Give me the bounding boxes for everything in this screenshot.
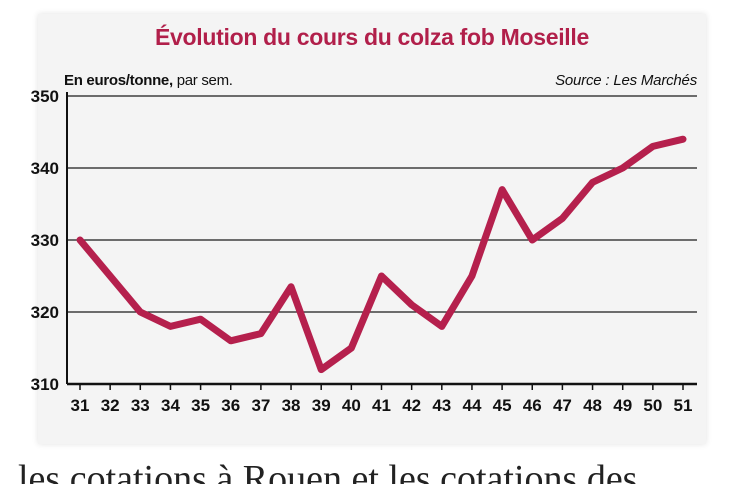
x-tick-label-48: 48 bbox=[583, 396, 602, 415]
data-point-43 bbox=[438, 323, 445, 330]
chart-title: Évolution du cours du colza fob Moseille bbox=[155, 24, 589, 50]
data-point-39 bbox=[318, 366, 325, 373]
x-tick-label-41: 41 bbox=[372, 396, 391, 415]
y-tick-label-330: 330 bbox=[31, 231, 59, 250]
x-tick-label-43: 43 bbox=[432, 396, 451, 415]
x-tick-label-47: 47 bbox=[553, 396, 572, 415]
data-point-42 bbox=[408, 301, 415, 308]
x-tick-label-35: 35 bbox=[191, 396, 210, 415]
x-tick-label-50: 50 bbox=[643, 396, 662, 415]
data-point-46 bbox=[529, 236, 536, 244]
x-tick-label-40: 40 bbox=[342, 396, 361, 415]
unit-label-rest: par sem. bbox=[172, 72, 233, 89]
data-point-37 bbox=[257, 330, 265, 337]
data-point-35 bbox=[197, 316, 204, 323]
x-tick-label-31: 31 bbox=[71, 396, 90, 415]
data-point-49 bbox=[619, 164, 626, 172]
chart-card bbox=[38, 14, 706, 444]
series-line-0 bbox=[76, 135, 687, 374]
caption-text: les cotations à Rouen et les cotations d… bbox=[18, 458, 638, 484]
x-tick-label-32: 32 bbox=[101, 396, 120, 415]
data-point-50 bbox=[649, 143, 657, 150]
x-tick-label-44: 44 bbox=[462, 396, 481, 415]
x-tick-label-49: 49 bbox=[613, 396, 632, 415]
x-tick-label-33: 33 bbox=[131, 396, 150, 415]
x-tick-label-39: 39 bbox=[312, 396, 331, 415]
x-tick-label-34: 34 bbox=[161, 396, 180, 415]
x-tick-label-38: 38 bbox=[282, 396, 301, 415]
source-label: Source : Les Marchés bbox=[555, 72, 697, 89]
data-point-33 bbox=[137, 308, 144, 316]
x-tick-label-42: 42 bbox=[402, 396, 421, 415]
data-point-40 bbox=[348, 344, 355, 352]
data-point-44 bbox=[468, 272, 476, 280]
data-point-38 bbox=[287, 283, 295, 290]
data-point-34 bbox=[167, 323, 174, 330]
y-tick-label-340: 340 bbox=[31, 159, 59, 178]
y-tick-label-320: 320 bbox=[31, 303, 59, 322]
x-tick-label-51: 51 bbox=[674, 396, 693, 415]
y-tick-label-310: 310 bbox=[31, 375, 59, 394]
data-point-36 bbox=[227, 337, 234, 344]
data-point-51 bbox=[679, 136, 687, 143]
x-tick-label-37: 37 bbox=[251, 396, 270, 415]
y-tick-label-350: 350 bbox=[31, 87, 59, 106]
unit-label: En euros/tonne, par sem. bbox=[64, 72, 233, 89]
unit-label-bold: En euros/tonne, bbox=[64, 72, 173, 89]
x-tick-label-36: 36 bbox=[221, 396, 240, 415]
data-point-45 bbox=[498, 186, 506, 193]
data-point-31 bbox=[76, 236, 84, 244]
x-tick-label-46: 46 bbox=[523, 396, 542, 415]
data-point-41 bbox=[378, 272, 385, 280]
x-tick-label-45: 45 bbox=[493, 396, 512, 415]
data-point-48 bbox=[589, 179, 596, 186]
data-point-47 bbox=[559, 215, 566, 222]
data-point-32 bbox=[106, 272, 114, 280]
